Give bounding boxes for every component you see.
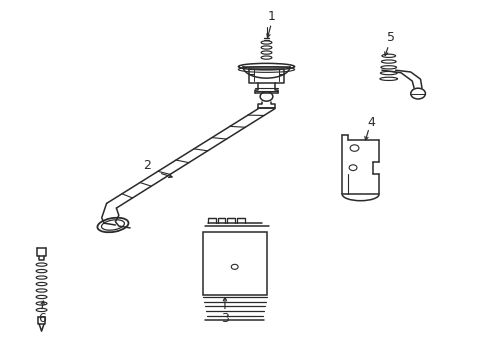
Text: 1: 1: [267, 10, 275, 23]
Text: 2: 2: [142, 159, 150, 172]
Text: 4: 4: [367, 116, 375, 129]
Text: 5: 5: [386, 31, 394, 44]
Bar: [203, 232, 266, 295]
Text: 3: 3: [221, 312, 228, 325]
Text: 6: 6: [38, 312, 45, 325]
